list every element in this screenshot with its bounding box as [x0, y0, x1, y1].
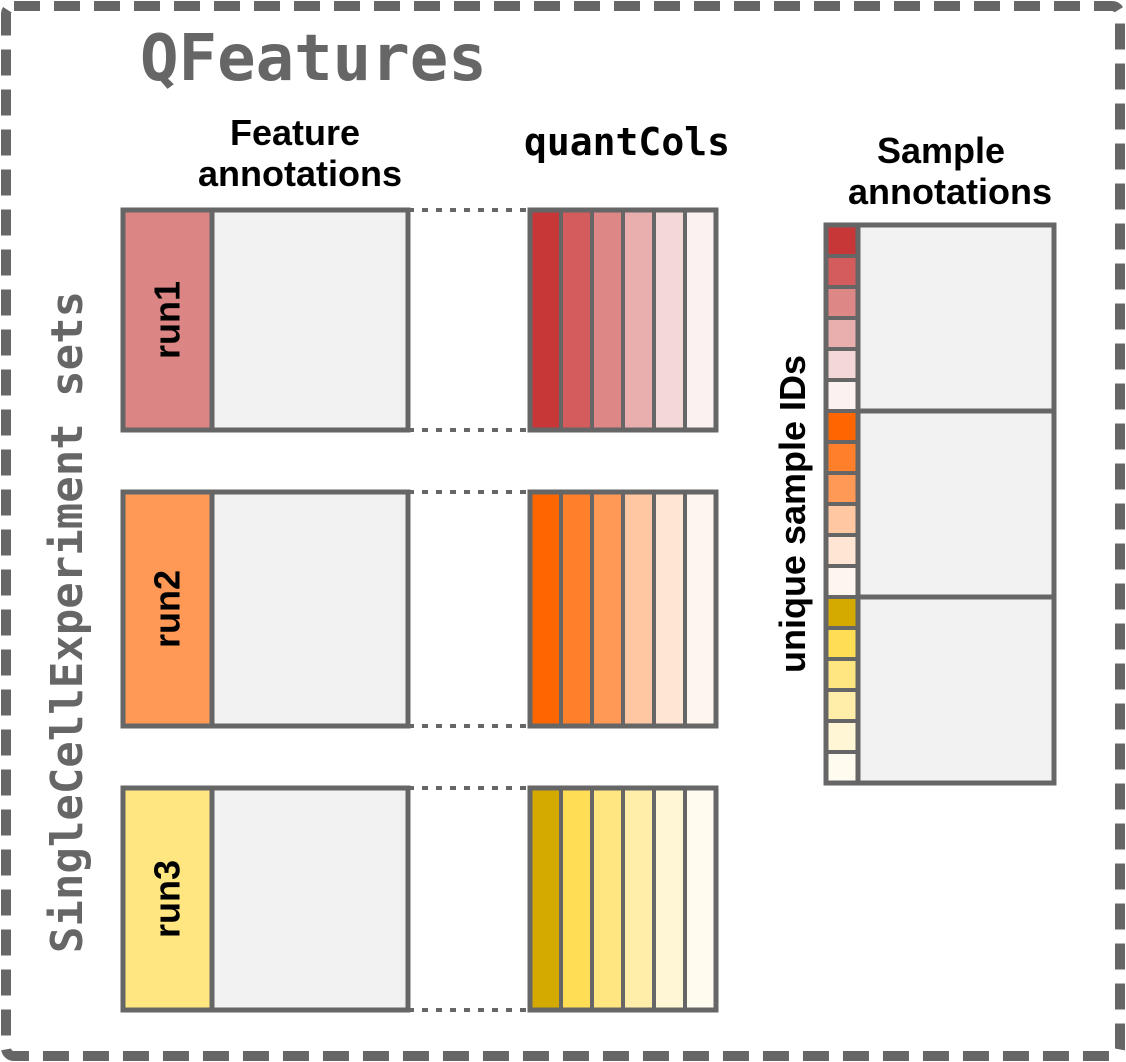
- quant-col-2: [559, 786, 594, 1012]
- quant-col-4: [621, 208, 656, 432]
- sample-id-cell: [824, 688, 860, 723]
- sample-annotation-box: [855, 408, 1057, 600]
- sample-id-cell: [824, 533, 860, 568]
- sample-id-cell: [824, 595, 860, 630]
- unique-sample-ids-label: unique sample IDs: [772, 355, 813, 673]
- quant-cols-outline: [527, 489, 719, 729]
- quant-col-3: [590, 786, 625, 1012]
- sample-id-cell: [824, 657, 860, 692]
- sample-id-cell: [824, 254, 860, 289]
- quant-cols-outline: [527, 207, 719, 433]
- sample-id-cell: [824, 719, 860, 754]
- feature-annotations-header-line2: annotations: [198, 153, 402, 194]
- sample-id-cell: [824, 378, 860, 413]
- feature-annotations-header-line1: Feature: [230, 112, 360, 153]
- sample-ids-outline: [823, 222, 861, 786]
- runs-layer: run1 run2 run3: [120, 207, 719, 1013]
- quant-col-1: [528, 786, 563, 1012]
- sample-id-cell: [824, 626, 860, 661]
- sample-id-cell: [824, 347, 860, 382]
- sample-id-cell: [824, 409, 860, 444]
- quant-col-4: [621, 786, 656, 1012]
- quant-cols-outline: [527, 785, 719, 1013]
- quant-col-2: [559, 490, 594, 728]
- sample-annotation-box: [855, 594, 1057, 786]
- sample-annotations-header: Sample annotations: [848, 130, 1052, 212]
- quant-col-6: [683, 786, 718, 1012]
- run-name-label: run1: [147, 281, 188, 359]
- quantcols-header: quantCols: [524, 120, 730, 164]
- run-block-run3: run3: [120, 785, 719, 1013]
- sample-id-cell: [824, 440, 860, 475]
- quant-col-1: [528, 490, 563, 728]
- run-name-label: run2: [147, 570, 188, 648]
- run-block-run1: run1: [120, 207, 719, 433]
- sample-annotation-box: [855, 222, 1057, 414]
- quant-col-5: [652, 208, 687, 432]
- quant-col-6: [683, 490, 718, 728]
- sample-id-cell: [824, 564, 860, 599]
- quant-col-5: [652, 786, 687, 1012]
- quant-col-3: [590, 208, 625, 432]
- sample-annotations-header-line1: Sample: [877, 130, 1005, 171]
- sample-id-cell: [824, 316, 860, 351]
- quant-col-1: [528, 208, 563, 432]
- sample-id-cell: [824, 223, 860, 258]
- sample-group-run2: [824, 408, 1057, 600]
- quant-col-3: [590, 490, 625, 728]
- feature-annotations-header: Feature annotations: [198, 112, 402, 194]
- quant-col-2: [559, 208, 594, 432]
- qfeatures-title: QFeatures: [140, 22, 487, 96]
- sample-id-cell: [824, 750, 860, 785]
- sample-id-cell: [824, 502, 860, 537]
- samples-layer: [823, 222, 1057, 786]
- quant-col-5: [652, 490, 687, 728]
- sample-annotations-header-line2: annotations: [848, 171, 1052, 212]
- feature-annotation-box: [209, 785, 411, 1013]
- feature-annotation-box: [209, 207, 411, 433]
- quant-col-4: [621, 490, 656, 728]
- sample-id-cell: [824, 285, 860, 320]
- quant-col-6: [683, 208, 718, 432]
- sample-id-cell: [824, 471, 860, 506]
- sce-sets-label: SingleCellExperiment sets: [42, 291, 93, 953]
- run-name-label: run3: [147, 860, 188, 938]
- feature-annotation-box: [209, 489, 411, 729]
- run-block-run2: run2: [120, 489, 719, 729]
